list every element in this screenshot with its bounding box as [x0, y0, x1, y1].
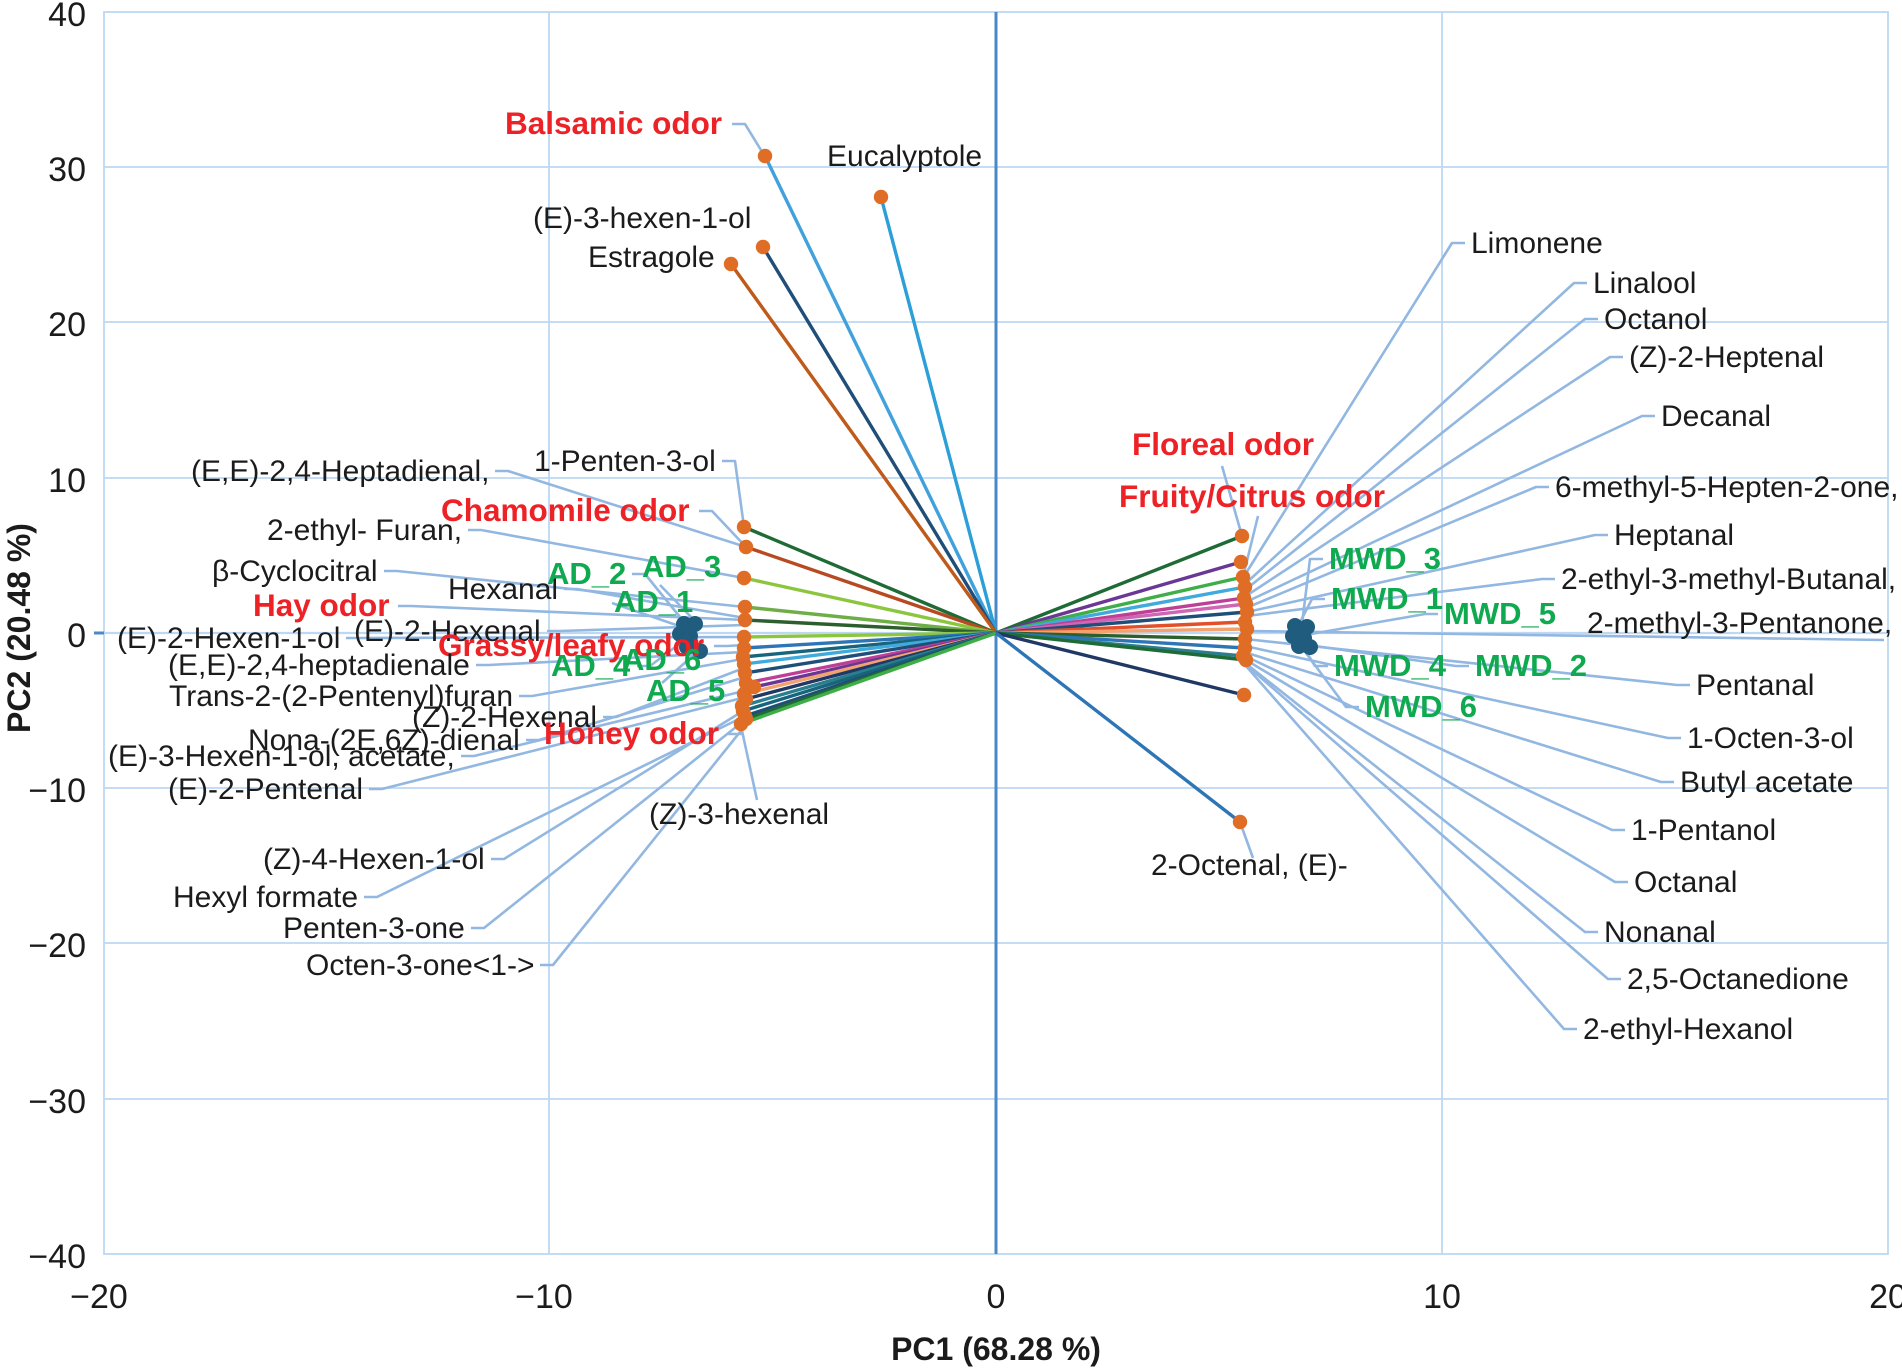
- svg-text:β-Cyclocitral: β-Cyclocitral: [212, 555, 378, 588]
- svg-text:Eucalyptole: Eucalyptole: [827, 140, 982, 173]
- svg-text:Octen-3-one<1->: Octen-3-one<1->: [306, 949, 534, 982]
- svg-text:Octanal: Octanal: [1634, 866, 1737, 899]
- svg-text:Chamomile odor: Chamomile odor: [441, 492, 690, 528]
- svg-text:(E,E)-2,4-Heptadienal,: (E,E)-2,4-Heptadienal,: [191, 455, 489, 488]
- svg-text:−40: −40: [28, 1238, 86, 1276]
- svg-text:(Z)-2-Hexenal: (Z)-2-Hexenal: [412, 701, 597, 734]
- svg-text:10: 10: [48, 462, 86, 500]
- svg-text:Estragole: Estragole: [588, 241, 715, 274]
- svg-text:AD_5: AD_5: [646, 673, 725, 708]
- svg-text:Trans-2-(2-Pentenyl)furan: Trans-2-(2-Pentenyl)furan: [169, 680, 513, 713]
- svg-text:MWD_2: MWD_2: [1475, 648, 1587, 683]
- svg-text:Hexyl formate: Hexyl formate: [173, 881, 358, 914]
- svg-text:10: 10: [1423, 1278, 1461, 1316]
- svg-text:MWD_6: MWD_6: [1365, 689, 1477, 724]
- svg-text:1-Pentanol: 1-Pentanol: [1631, 814, 1776, 847]
- svg-text:Floreal odor: Floreal odor: [1132, 426, 1314, 462]
- svg-text:1-Octen-3-ol: 1-Octen-3-ol: [1687, 722, 1854, 755]
- svg-text:MWD_4: MWD_4: [1334, 648, 1447, 683]
- svg-text:Pentanal: Pentanal: [1696, 669, 1814, 702]
- svg-text:MWD_1: MWD_1: [1331, 581, 1443, 616]
- svg-text:(E)-2-Pentenal: (E)-2-Pentenal: [168, 773, 363, 806]
- svg-text:Penten-3-one: Penten-3-one: [283, 912, 465, 945]
- svg-text:20: 20: [1869, 1278, 1902, 1316]
- svg-text:Balsamic odor: Balsamic odor: [505, 105, 722, 141]
- svg-text:2-ethyl- Furan,: 2-ethyl- Furan,: [267, 514, 462, 547]
- svg-text:−20: −20: [70, 1278, 128, 1316]
- svg-text:2-ethyl-Hexanol: 2-ethyl-Hexanol: [1583, 1013, 1793, 1046]
- svg-text:30: 30: [48, 151, 86, 189]
- svg-text:40: 40: [48, 0, 86, 34]
- svg-text:(E,E)-2,4-heptadienale: (E,E)-2,4-heptadienale: [168, 649, 470, 682]
- svg-text:−10: −10: [515, 1278, 573, 1316]
- svg-text:(E)-3-hexen-1-ol: (E)-3-hexen-1-ol: [533, 202, 751, 235]
- svg-text:6-methyl-5-Hepten-2-one,: 6-methyl-5-Hepten-2-one,: [1555, 471, 1899, 504]
- svg-text:Hexanal: Hexanal: [448, 573, 558, 606]
- svg-text:1-Penten-3-ol: 1-Penten-3-ol: [534, 445, 716, 478]
- svg-text:(E)-2-Hexen-1-ol: (E)-2-Hexen-1-ol: [117, 622, 340, 655]
- svg-text:2-methyl-3-Pentanone,: 2-methyl-3-Pentanone,: [1587, 607, 1892, 640]
- svg-text:−20: −20: [28, 927, 86, 965]
- svg-text:MWD_5: MWD_5: [1444, 596, 1556, 631]
- svg-text:(Z)-4-Hexen-1-ol: (Z)-4-Hexen-1-ol: [263, 843, 485, 876]
- svg-text:(Z)-2-Heptenal: (Z)-2-Heptenal: [1629, 341, 1824, 374]
- svg-text:−10: −10: [28, 772, 86, 810]
- svg-text:AD_4: AD_4: [551, 648, 631, 683]
- svg-text:Hay odor: Hay odor: [253, 587, 390, 623]
- svg-text:AD_6: AD_6: [622, 642, 701, 677]
- svg-text:Butyl acetate: Butyl acetate: [1680, 766, 1853, 799]
- svg-text:Octanol: Octanol: [1604, 303, 1707, 336]
- svg-text:(Z)-3-hexenal: (Z)-3-hexenal: [649, 798, 829, 831]
- svg-text:20: 20: [48, 306, 86, 344]
- svg-text:Heptanal: Heptanal: [1614, 519, 1734, 552]
- svg-text:Grassy/leafy odor: Grassy/leafy odor: [438, 627, 704, 663]
- svg-text:2,5-Octanedione: 2,5-Octanedione: [1627, 963, 1849, 996]
- svg-text:Linalool: Linalool: [1593, 267, 1696, 300]
- svg-text:MWD_3: MWD_3: [1329, 541, 1441, 576]
- svg-text:Decanal: Decanal: [1661, 400, 1771, 433]
- svg-text:AD_3: AD_3: [642, 549, 721, 584]
- svg-text:(E)-2-Hexenal: (E)-2-Hexenal: [354, 615, 541, 648]
- svg-text:AD_1: AD_1: [614, 584, 693, 619]
- svg-text:PC2 (20.48 %): PC2 (20.48 %): [1, 523, 37, 733]
- svg-text:−30: −30: [28, 1083, 86, 1121]
- svg-text:2-ethyl-3-methyl-Butanal,: 2-ethyl-3-methyl-Butanal,: [1561, 563, 1896, 596]
- svg-text:(E)-3-Hexen-1-ol, acetate,: (E)-3-Hexen-1-ol, acetate,: [108, 740, 455, 773]
- svg-text:PC1 (68.28 %): PC1 (68.28 %): [891, 1331, 1101, 1367]
- svg-text:AD_2: AD_2: [547, 556, 626, 591]
- svg-text:0: 0: [67, 617, 86, 655]
- svg-text:2-Octenal, (E)-: 2-Octenal, (E)-: [1151, 849, 1348, 882]
- svg-text:Honey odor: Honey odor: [544, 715, 719, 751]
- svg-text:Nonanal: Nonanal: [1604, 916, 1716, 949]
- svg-text:Fruity/Citrus odor: Fruity/Citrus odor: [1119, 478, 1385, 514]
- svg-text:0: 0: [987, 1278, 1006, 1316]
- svg-text:Limonene: Limonene: [1471, 227, 1603, 260]
- svg-text:Nona-(2E,6Z)-dienal: Nona-(2E,6Z)-dienal: [248, 724, 520, 757]
